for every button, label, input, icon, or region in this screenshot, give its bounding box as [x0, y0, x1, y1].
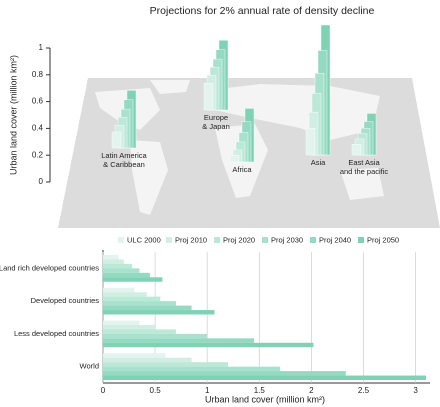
bar	[103, 362, 229, 367]
x-tick-label: 2.5	[358, 386, 370, 395]
bar	[103, 333, 208, 339]
legend-swatch	[118, 237, 124, 243]
bar	[103, 324, 156, 330]
legend-label: Proj 2050	[367, 235, 399, 244]
legend-swatch	[166, 237, 172, 243]
bar	[103, 357, 192, 363]
bar	[103, 310, 215, 315]
legend-label: Proj 2020	[223, 235, 255, 244]
region-label: Latin America	[101, 151, 147, 160]
category-label: Developed countries	[31, 296, 100, 305]
bar	[103, 342, 314, 348]
bar	[103, 320, 140, 325]
bar	[103, 305, 192, 311]
y-tick-label: 1	[39, 43, 44, 52]
bar	[103, 292, 147, 297]
legend-swatch	[358, 237, 364, 243]
legend-swatch	[310, 237, 316, 243]
region-bar	[229, 155, 240, 163]
x-tick-label: 0	[101, 386, 106, 395]
bar	[103, 338, 255, 343]
legend-label: Proj 2040	[319, 235, 351, 244]
category-label: Land rich developed countries	[0, 263, 99, 272]
region-bar	[351, 144, 362, 156]
legend-label: Proj 2030	[271, 235, 303, 244]
region-bar	[305, 127, 316, 156]
y-tick-label: 0.4	[32, 124, 44, 133]
region-label: and the pacific	[340, 167, 389, 176]
chart-title: Projections for 2% annual rate of densit…	[150, 5, 375, 17]
region-label: Europe	[204, 113, 228, 122]
legend-swatch	[214, 237, 220, 243]
region-label: Asia	[311, 158, 326, 167]
category-label: Less developed countries	[14, 329, 99, 338]
bar	[103, 329, 176, 334]
bar	[103, 268, 140, 273]
y-tick-label: 0.8	[32, 70, 44, 79]
region-bar	[111, 131, 122, 149]
region-label: & Japan	[202, 122, 230, 131]
x-tick-label: 2	[309, 386, 314, 395]
y-axis-label: Urban land cover (million km²)	[8, 55, 18, 175]
continents	[95, 80, 384, 215]
bar	[103, 353, 166, 358]
x-tick-label: 1	[205, 386, 210, 395]
region-bar	[203, 82, 214, 111]
bar	[103, 375, 426, 380]
x-tick-label: 0.5	[150, 386, 162, 395]
bar	[103, 272, 150, 278]
bar	[103, 263, 133, 269]
bar	[103, 366, 281, 372]
region-label: East Asia	[348, 158, 380, 167]
x-tick-label: 1.5	[254, 386, 266, 395]
bar	[103, 277, 163, 282]
y-tick-label: 0.2	[32, 150, 44, 159]
bar	[103, 287, 135, 293]
bar	[103, 255, 119, 260]
bar	[103, 371, 346, 376]
bar	[103, 259, 124, 264]
legend-label: Proj 2010	[175, 235, 207, 244]
bar	[103, 296, 161, 302]
y-tick-label: 0	[39, 177, 44, 186]
legend-label: ULC 2000	[127, 235, 161, 244]
x-axis-label: Urban land cover (million km²)	[205, 394, 325, 404]
category-label: World	[80, 362, 99, 371]
legend-swatch	[262, 237, 268, 243]
bar	[103, 301, 176, 306]
y-tick-label: 0.6	[32, 97, 44, 106]
region-label: & Caribbean	[103, 160, 145, 169]
x-tick-label: 3	[413, 386, 418, 395]
region-label: Africa	[232, 165, 252, 174]
